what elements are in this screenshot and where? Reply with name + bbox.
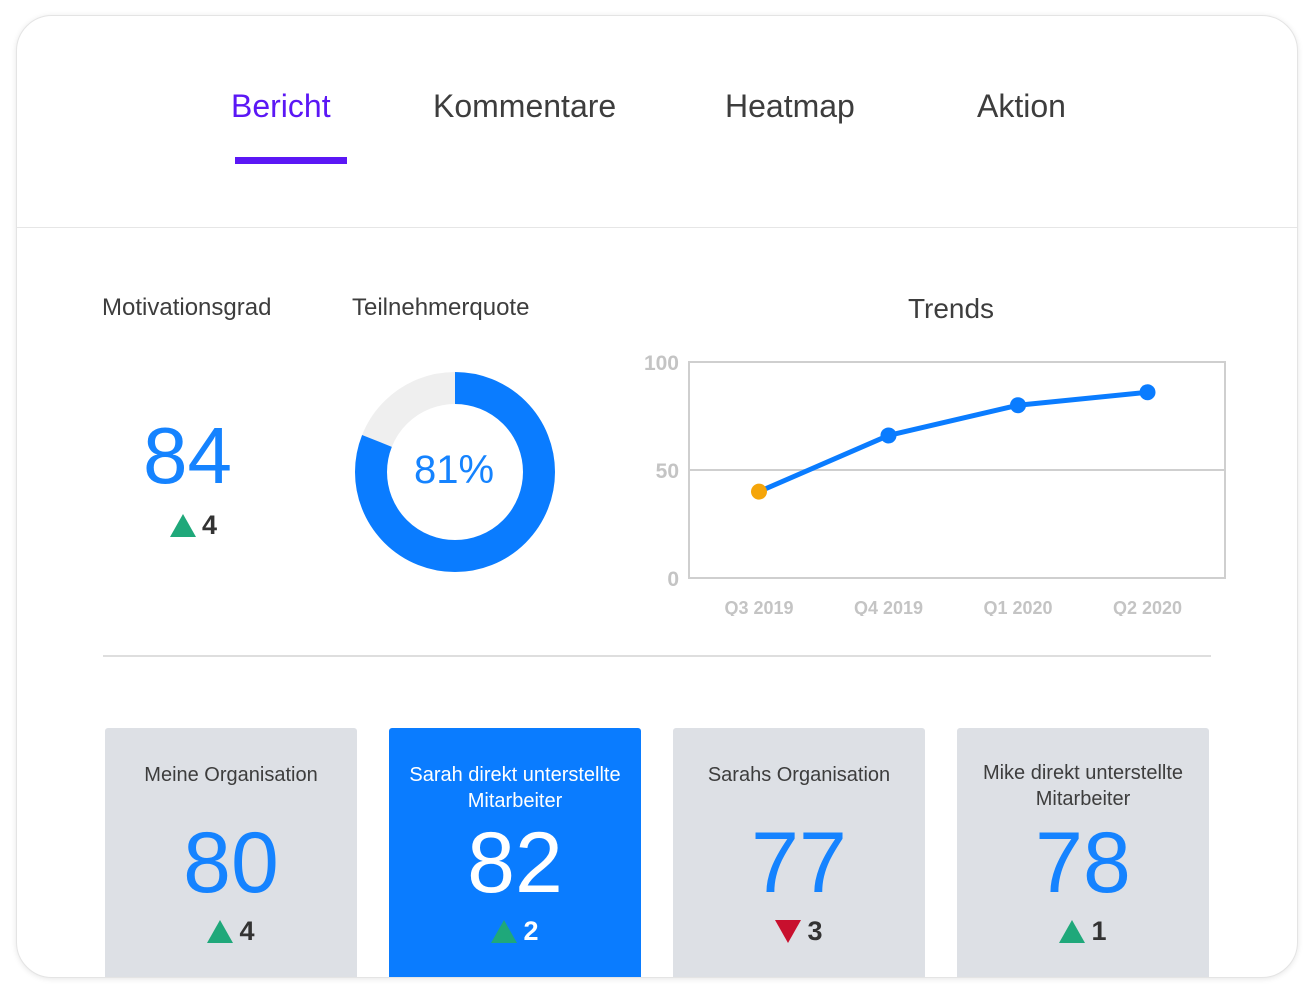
tile-delta: 2	[389, 916, 641, 947]
x-tick-label: Q3 2019	[724, 598, 793, 616]
donut-fill	[355, 372, 555, 572]
series-line	[758, 389, 1148, 494]
tab-heatmap[interactable]: Heatmap	[725, 88, 855, 124]
tile-label: Mike direkt unterstellte Mitarbeiter	[982, 762, 1184, 810]
tile-delta-value: 4	[239, 916, 255, 946]
participation-donut	[355, 372, 555, 572]
trends-chart: Trends 0 50 100 Q3 2019 Q4 2019 Q1 2020 Q2 2020	[644, 293, 1226, 616]
dashboard-card: Bericht Kommentare Heatmap Aktion Motiva…	[16, 15, 1298, 978]
data-point	[880, 427, 897, 444]
up-arrow-icon	[1059, 920, 1086, 943]
active-tab-indicator	[235, 157, 347, 164]
tile-value: 77	[751, 815, 847, 911]
tile-label: Sarahs Organisation	[707, 764, 891, 786]
motivation-delta-value: 4	[202, 510, 218, 540]
tile-delta-value: 2	[523, 916, 539, 946]
tile-label: Sarah direkt unterstellte Mitarbeiter	[409, 764, 621, 812]
x-tick-label: Q4 2019	[854, 598, 923, 616]
data-point	[1010, 397, 1026, 414]
tile-delta-value: 1	[1091, 916, 1107, 946]
y-tick-label: 50	[656, 460, 679, 483]
motivation-value: 84	[143, 411, 232, 500]
tile-sarahs-organisation[interactable]: Sarahs Organisation 77 3	[673, 728, 925, 977]
tile-delta-value: 3	[807, 916, 823, 946]
tile-delta: 4	[105, 916, 357, 947]
up-arrow-icon	[170, 514, 196, 537]
y-tick-label: 100	[644, 352, 679, 375]
tab-aktion[interactable]: Aktion	[977, 88, 1066, 124]
tile-value: 78	[1035, 815, 1131, 911]
tile-value: 80	[183, 815, 279, 911]
motivation-title: Motivationsgrad	[102, 294, 272, 321]
tile-value: 82	[467, 815, 563, 911]
participation-label: 81%	[413, 448, 495, 492]
chart-title: Trends	[908, 293, 994, 324]
tile-meine-organisation[interactable]: Meine Organisation 80 4	[105, 728, 357, 977]
motivation-delta: 4	[170, 510, 217, 541]
up-arrow-icon	[207, 920, 234, 943]
y-tick-label: 0	[667, 568, 679, 591]
tile-mike-direkt[interactable]: Mike direkt unterstellte Mitarbeiter 78 …	[957, 728, 1209, 977]
tile-label: Meine Organisation	[144, 764, 318, 786]
tile-delta: 1	[957, 916, 1209, 947]
tile-sarah-direkt[interactable]: Sarah direkt unterstellte Mitarbeiter 82…	[389, 728, 641, 977]
section-divider	[103, 655, 1211, 657]
x-tick-label: Q1 2020	[983, 598, 1052, 616]
participation-title: Teilnehmerquote	[352, 294, 530, 321]
data-point	[751, 483, 767, 500]
up-arrow-icon	[491, 920, 518, 943]
tab-kommentare[interactable]: Kommentare	[433, 88, 617, 124]
down-arrow-icon	[775, 920, 802, 943]
tab-bar: Bericht Kommentare Heatmap Aktion	[17, 16, 1297, 228]
tab-bericht[interactable]: Bericht	[231, 88, 331, 124]
tile-delta: 3	[673, 916, 925, 947]
x-tick-label: Q2 2020	[1113, 598, 1182, 616]
data-point	[1139, 384, 1156, 401]
